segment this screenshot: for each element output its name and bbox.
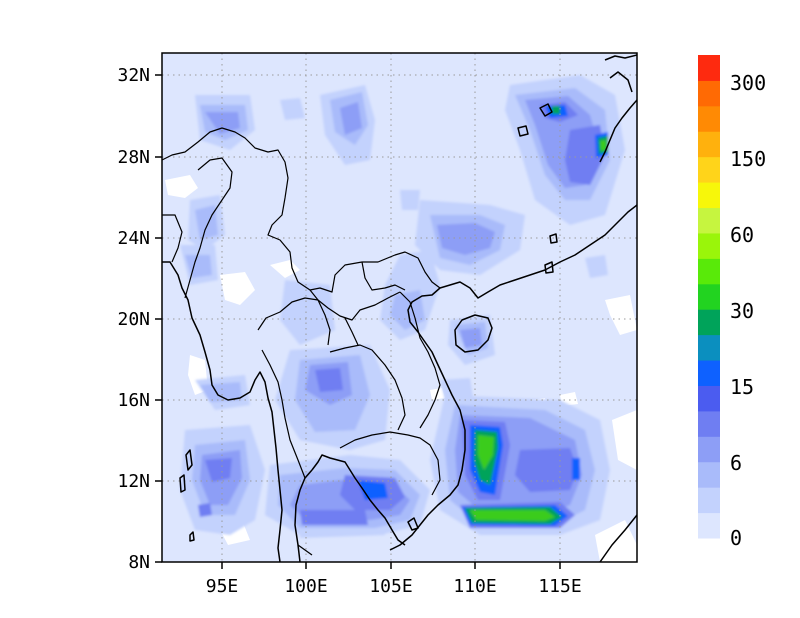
colorbar-swatch xyxy=(698,283,720,310)
x-tick-labels: 95E 100E 105E 110E 115E xyxy=(206,576,582,597)
y-tick-label: 24N xyxy=(117,228,150,249)
colorbar-label: 150 xyxy=(730,147,766,171)
y-tick-label: 28N xyxy=(117,147,150,168)
plot-area xyxy=(162,53,637,562)
colorbar-swatch xyxy=(698,55,720,81)
x-tick-label: 105E xyxy=(369,576,412,597)
y-tick-label: 32N xyxy=(117,65,150,86)
colorbar-swatch xyxy=(698,156,720,183)
colorbar-swatch xyxy=(698,258,720,285)
colorbar-swatch xyxy=(698,360,720,386)
x-tick-label: 115E xyxy=(538,576,581,597)
colorbar-label: 15 xyxy=(730,375,754,399)
colorbar-label: 30 xyxy=(730,299,754,323)
colorbar-swatch xyxy=(698,207,720,234)
colorbar-swatch xyxy=(698,512,720,539)
colorbar-label: 0 xyxy=(730,526,742,550)
colorbar-swatch xyxy=(698,385,720,412)
colorbar-labels: 0 6 15 30 60 150 300 xyxy=(730,71,766,550)
gridlines xyxy=(162,53,637,562)
y-tick-labels: 8N 12N 16N 20N 24N 28N 32N xyxy=(117,65,150,573)
colorbar-swatch xyxy=(698,334,720,361)
colorbar-swatch xyxy=(698,309,720,336)
colorbar-label: 6 xyxy=(730,451,742,475)
country-borders xyxy=(162,127,441,556)
y-tick-label: 20N xyxy=(117,309,150,330)
colorbar-swatch xyxy=(698,436,720,463)
y-tick-label: 12N xyxy=(117,471,150,492)
colorbar-swatch xyxy=(698,461,720,488)
x-tick-label: 95E xyxy=(206,576,239,597)
colorbar-label: 300 xyxy=(730,71,766,95)
plot-frame xyxy=(161,52,638,563)
y-tick-label: 8N xyxy=(128,552,150,573)
x-tick-label: 100E xyxy=(284,576,327,597)
colorbar-label: 60 xyxy=(730,223,754,247)
colorbar-swatch xyxy=(698,105,720,132)
x-tick-label: 110E xyxy=(453,576,496,597)
precip-contours xyxy=(180,75,625,538)
colorbar-swatch xyxy=(698,487,720,514)
colorbar-swatch xyxy=(698,182,720,209)
colorbar-swatch xyxy=(698,410,720,437)
axis-ticks xyxy=(155,74,561,569)
colorbar xyxy=(698,55,720,539)
y-tick-label: 16N xyxy=(117,390,150,411)
colorbar-swatch xyxy=(698,131,720,158)
colorbar-swatch xyxy=(698,80,720,107)
colorbar-swatch xyxy=(698,232,720,259)
